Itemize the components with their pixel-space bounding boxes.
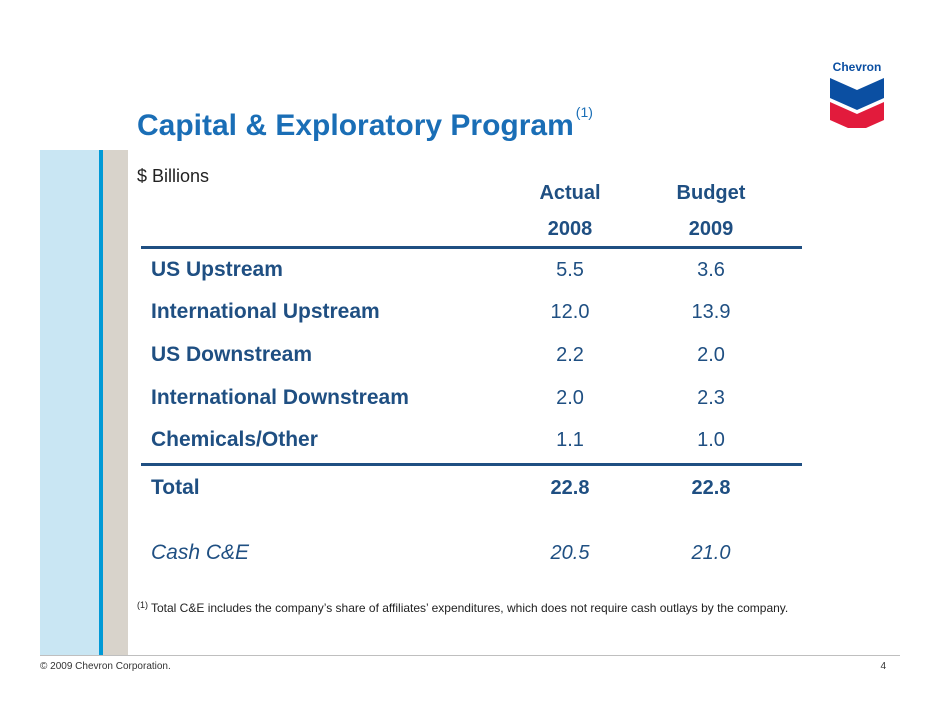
row-actual-us-upstream: 5.5 [556, 259, 584, 281]
row-label-us-downstream: US Downstream [151, 343, 313, 366]
total-budget: 22.8 [691, 477, 731, 499]
title-footnote-marker: (1) [575, 104, 593, 120]
chevron-logo: Chevron [826, 60, 888, 133]
header-budget-year: 2009 [688, 218, 734, 240]
row-budget-us-upstream: 3.6 [697, 259, 725, 281]
decorative-strip-gray [103, 150, 128, 655]
row-label-chemicals-other: Chemicals/Other [151, 428, 318, 451]
total-rule [141, 463, 802, 466]
row-budget-us-downstream: 2.0 [697, 344, 725, 366]
footnote: (1) Total C&E includes the company’s shar… [137, 600, 788, 615]
header-actual-label: Actual [539, 182, 601, 204]
row-actual-intl-downstream: 2.0 [556, 387, 584, 409]
title-text: Capital & Exploratory Program [137, 109, 574, 142]
page-title: Capital & Exploratory Program (1) [137, 104, 593, 143]
footer-divider [40, 655, 900, 656]
footnote-marker: (1) [137, 600, 148, 610]
chevron-emblem-icon [830, 78, 884, 132]
row-budget-chemicals-other: 1.0 [697, 429, 725, 451]
logo-text: Chevron [832, 60, 882, 74]
copyright: © 2009 Chevron Corporation. [40, 661, 171, 672]
page-number: 4 [880, 661, 886, 672]
row-label-intl-upstream: International Upstream [151, 300, 380, 323]
decorative-strip-light [40, 150, 99, 655]
cash-ce-actual: 20.5 [550, 542, 590, 564]
cash-ce-label: Cash C&E [151, 541, 250, 564]
row-budget-intl-downstream: 2.3 [697, 387, 725, 409]
total-label: Total [151, 476, 200, 499]
row-actual-intl-upstream: 12.0 [550, 301, 590, 323]
total-actual: 22.8 [550, 477, 590, 499]
header-actual-year: 2008 [547, 218, 593, 240]
footnote-text: Total C&E includes the company’s share o… [151, 601, 789, 615]
units-label: $ Billions [137, 166, 210, 186]
row-actual-us-downstream: 2.2 [556, 344, 584, 366]
row-budget-intl-upstream: 13.9 [691, 301, 731, 323]
row-actual-chemicals-other: 1.1 [556, 429, 584, 451]
row-label-us-upstream: US Upstream [151, 258, 283, 281]
header-budget-label: Budget [676, 182, 746, 204]
decorative-strip-blue [99, 150, 103, 655]
header-rule [141, 246, 802, 249]
cash-ce-budget: 21.0 [691, 542, 731, 564]
row-label-intl-downstream: International Downstream [151, 386, 409, 409]
